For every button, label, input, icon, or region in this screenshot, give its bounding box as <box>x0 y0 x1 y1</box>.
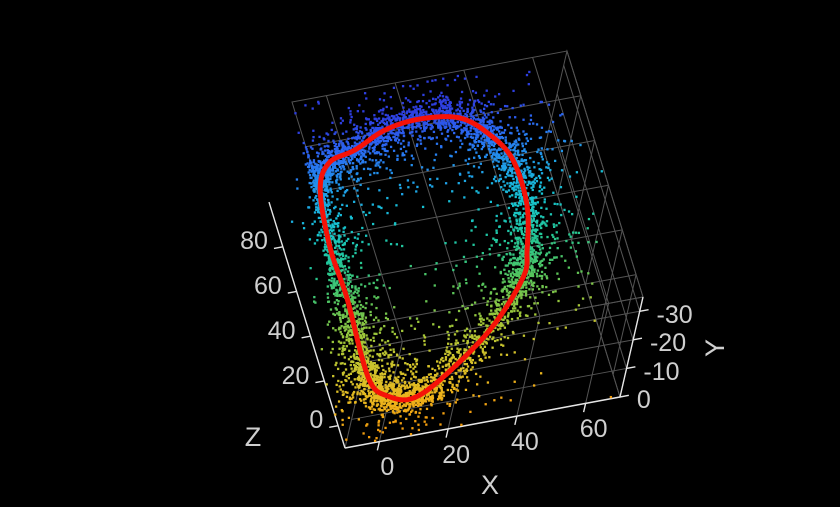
x-tick-label: 40 <box>510 427 539 456</box>
y-tick-label: -10 <box>643 357 680 386</box>
z-tick-label: 60 <box>253 272 282 301</box>
y-tick-label: -20 <box>649 329 687 358</box>
x-tick-label: 20 <box>442 440 470 469</box>
y-axis-label: Y <box>700 339 730 358</box>
y-tick-label: -30 <box>656 300 693 329</box>
x-tick-label: 60 <box>579 415 608 444</box>
y-tick-label: 0 <box>636 386 651 415</box>
x-axis-label: X <box>480 470 499 500</box>
z-tick-label: 20 <box>281 361 310 390</box>
z-tick-label: 0 <box>309 406 324 435</box>
x-tick-label: 0 <box>380 453 395 482</box>
z-axis-label: Z <box>244 422 262 452</box>
z-tick-label: 80 <box>240 227 268 256</box>
z-tick-label: 40 <box>267 316 296 345</box>
